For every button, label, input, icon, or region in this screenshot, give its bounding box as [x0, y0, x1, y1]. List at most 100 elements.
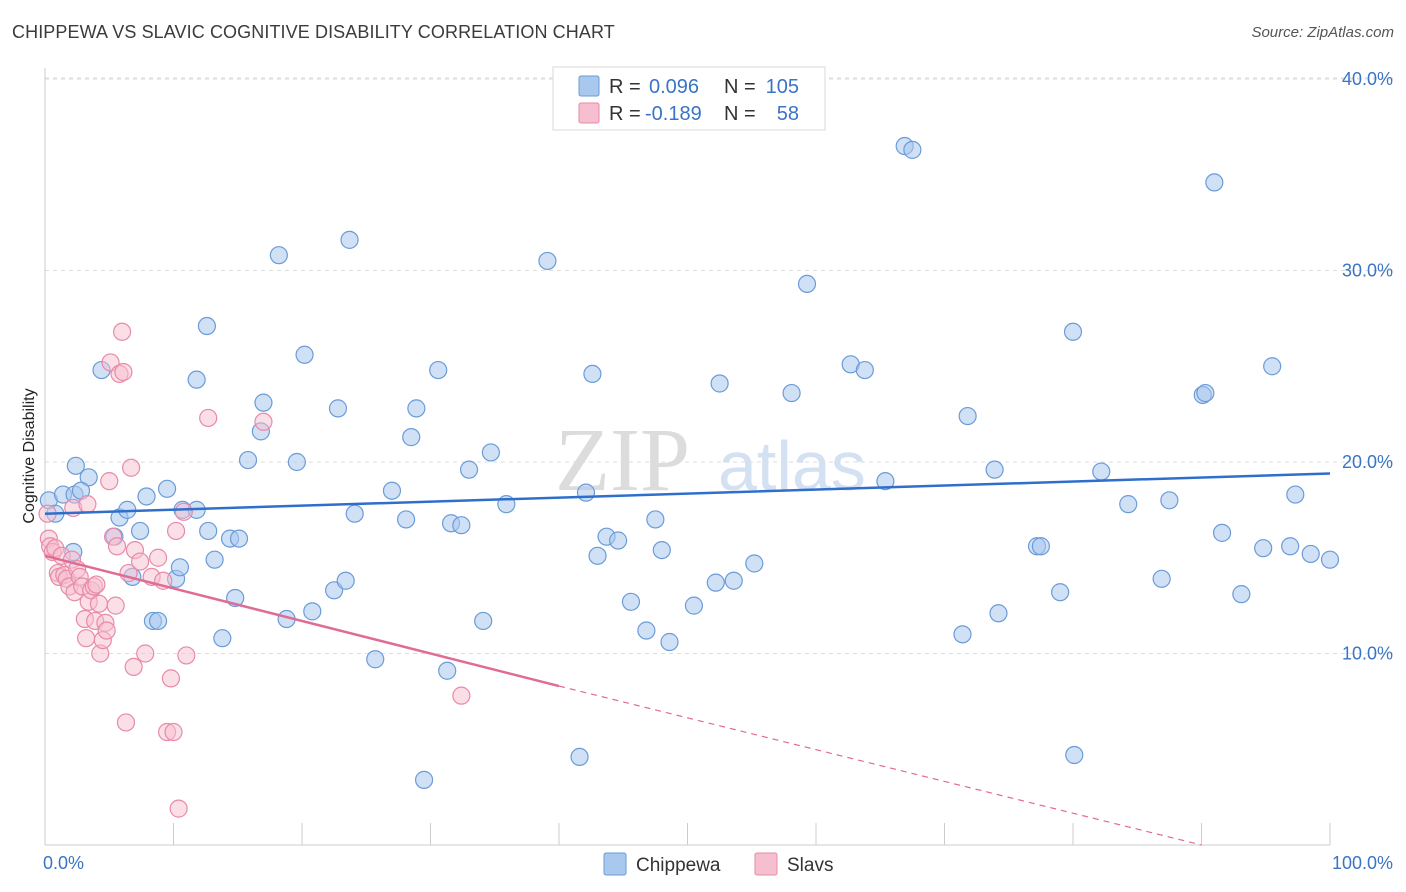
- chippewa-point-61: [588, 546, 607, 565]
- slavs-point-49: [161, 669, 181, 688]
- chippewa-point-26: [213, 629, 232, 648]
- chippewa-point-42: [345, 504, 364, 523]
- x-tick-label-0: 0.0%: [43, 853, 84, 873]
- chippewa-point-29: [229, 529, 249, 548]
- slavs-point-50: [164, 722, 183, 742]
- x-tick-label-1: 100.0%: [1332, 853, 1393, 873]
- legend-r-value-chippewa: 0.096: [649, 76, 699, 98]
- chippewa-point-49: [429, 360, 448, 380]
- chippewa-point-5: [66, 456, 85, 475]
- chart-title: CHIPPEWA VS SLAVIC COGNITIVE DISABILITY …: [12, 22, 615, 42]
- slavs-trend-line-extension: [558, 685, 1202, 846]
- y-tick-labels: 10.0% 20.0% 30.0% 40.0%: [1342, 69, 1393, 664]
- legend-r-label-chippewa: R =: [609, 76, 641, 98]
- slavs-point-24: [87, 575, 106, 594]
- chippewa-point-81: [953, 625, 972, 644]
- watermark-atlas: atlas: [718, 427, 866, 505]
- chippewa-point-37: [303, 602, 322, 621]
- chippewa-point-92: [1152, 569, 1171, 588]
- chippewa-point-46: [402, 428, 421, 447]
- chippewa-point-100: [1263, 357, 1282, 376]
- slavs-point-37: [114, 362, 133, 382]
- chippewa-point-45: [396, 510, 416, 529]
- chippewa-point-86: [1031, 537, 1050, 556]
- chippewa-point-44: [382, 481, 402, 500]
- legend: R = 0.096 N = 105 R = -0.189 N = 58: [552, 66, 826, 131]
- gridlines: [45, 77, 1393, 654]
- slavs-point-51: [166, 521, 186, 541]
- chippewa-point-69: [684, 596, 704, 615]
- chippewa-point-97: [1212, 523, 1232, 542]
- chippewa-point-52: [452, 516, 471, 535]
- chippewa-point-33: [269, 246, 288, 265]
- chippewa-point-16: [148, 611, 168, 631]
- chippewa-point-23: [197, 316, 217, 336]
- chippewa-point-104: [1320, 550, 1340, 569]
- chippewa-point-14: [137, 487, 156, 506]
- slavs-point-43: [130, 552, 150, 571]
- chippewa-point-24: [199, 521, 218, 541]
- chippewa-point-64: [621, 592, 641, 611]
- legend-n-value-chippewa: 105: [766, 76, 799, 98]
- chippewa-point-102: [1286, 485, 1305, 504]
- slavs-point-53: [174, 502, 193, 521]
- chippewa-trend-line: [44, 472, 1331, 515]
- slavs-point-40: [121, 458, 141, 477]
- chippewa-point-54: [474, 611, 493, 631]
- chippewa-point-87: [1051, 583, 1070, 602]
- chippewa-point-66: [646, 510, 665, 529]
- chippewa-point-35: [287, 452, 306, 472]
- chippewa-point-22: [187, 370, 206, 389]
- chippewa-point-19: [170, 558, 190, 577]
- chippewa-point-25: [205, 550, 224, 569]
- chippewa-point-68: [660, 632, 679, 652]
- chippewa-point-6: [79, 468, 98, 487]
- chippewa-point-39: [328, 399, 348, 418]
- chippewa-point-72: [724, 571, 743, 590]
- slavs-trend-line: [44, 554, 560, 688]
- slavs-point-34: [107, 537, 127, 556]
- chippewa-point-88: [1063, 322, 1083, 341]
- chippewa-point-40: [336, 571, 355, 590]
- bottom-legend-chippewa-label: Chippewa: [636, 855, 721, 876]
- chippewa-point-36: [295, 345, 314, 364]
- legend-r-value-slavs: -0.189: [645, 103, 702, 125]
- chippewa-point-84: [989, 604, 1008, 623]
- slavs-point-54: [177, 646, 196, 665]
- chippewa-point-50: [438, 661, 457, 680]
- chippewa-point-75: [797, 274, 817, 294]
- slavs-point-30: [100, 472, 119, 491]
- source-label: Source: ZipAtlas.com: [1251, 24, 1394, 41]
- trend-lines: [44, 472, 1331, 846]
- chippewa-point-80: [903, 140, 922, 159]
- bottom-legend-slavs-swatch: [754, 852, 778, 876]
- y-tick-label-2: 30.0%: [1342, 261, 1393, 281]
- chippewa-point-71: [710, 374, 729, 393]
- bottom-legend: Chippewa Slavs: [603, 852, 833, 876]
- slavs-point-38: [116, 713, 136, 732]
- chippewa-point-90: [1092, 462, 1111, 481]
- slavs-points: [38, 322, 471, 818]
- chippewa-point-13: [130, 521, 150, 541]
- chippewa-point-99: [1254, 539, 1273, 558]
- slavs-point-56: [254, 412, 273, 431]
- chippewa-point-48: [414, 770, 434, 789]
- chippewa-point-55: [481, 443, 500, 462]
- chippewa-point-32: [254, 393, 273, 412]
- chippewa-point-58: [570, 747, 589, 767]
- chippewa-point-60: [583, 364, 602, 384]
- legend-r-label-slavs: R =: [609, 103, 641, 125]
- slavs-point-36: [112, 322, 132, 341]
- chippewa-point-103: [1301, 544, 1320, 564]
- chippewa-point-30: [238, 450, 258, 470]
- chippewa-point-63: [609, 531, 628, 550]
- slavs-point-57: [452, 686, 471, 705]
- legend-n-label-chippewa: N =: [724, 76, 756, 98]
- chippewa-point-82: [958, 406, 977, 426]
- y-tick-label-3: 40.0%: [1342, 69, 1393, 89]
- y-tick-label-0: 10.0%: [1342, 644, 1393, 664]
- legend-n-label-slavs: N =: [724, 103, 756, 125]
- chippewa-point-101: [1281, 537, 1300, 556]
- chippewa-point-98: [1232, 585, 1251, 604]
- chippewa-point-73: [745, 554, 764, 573]
